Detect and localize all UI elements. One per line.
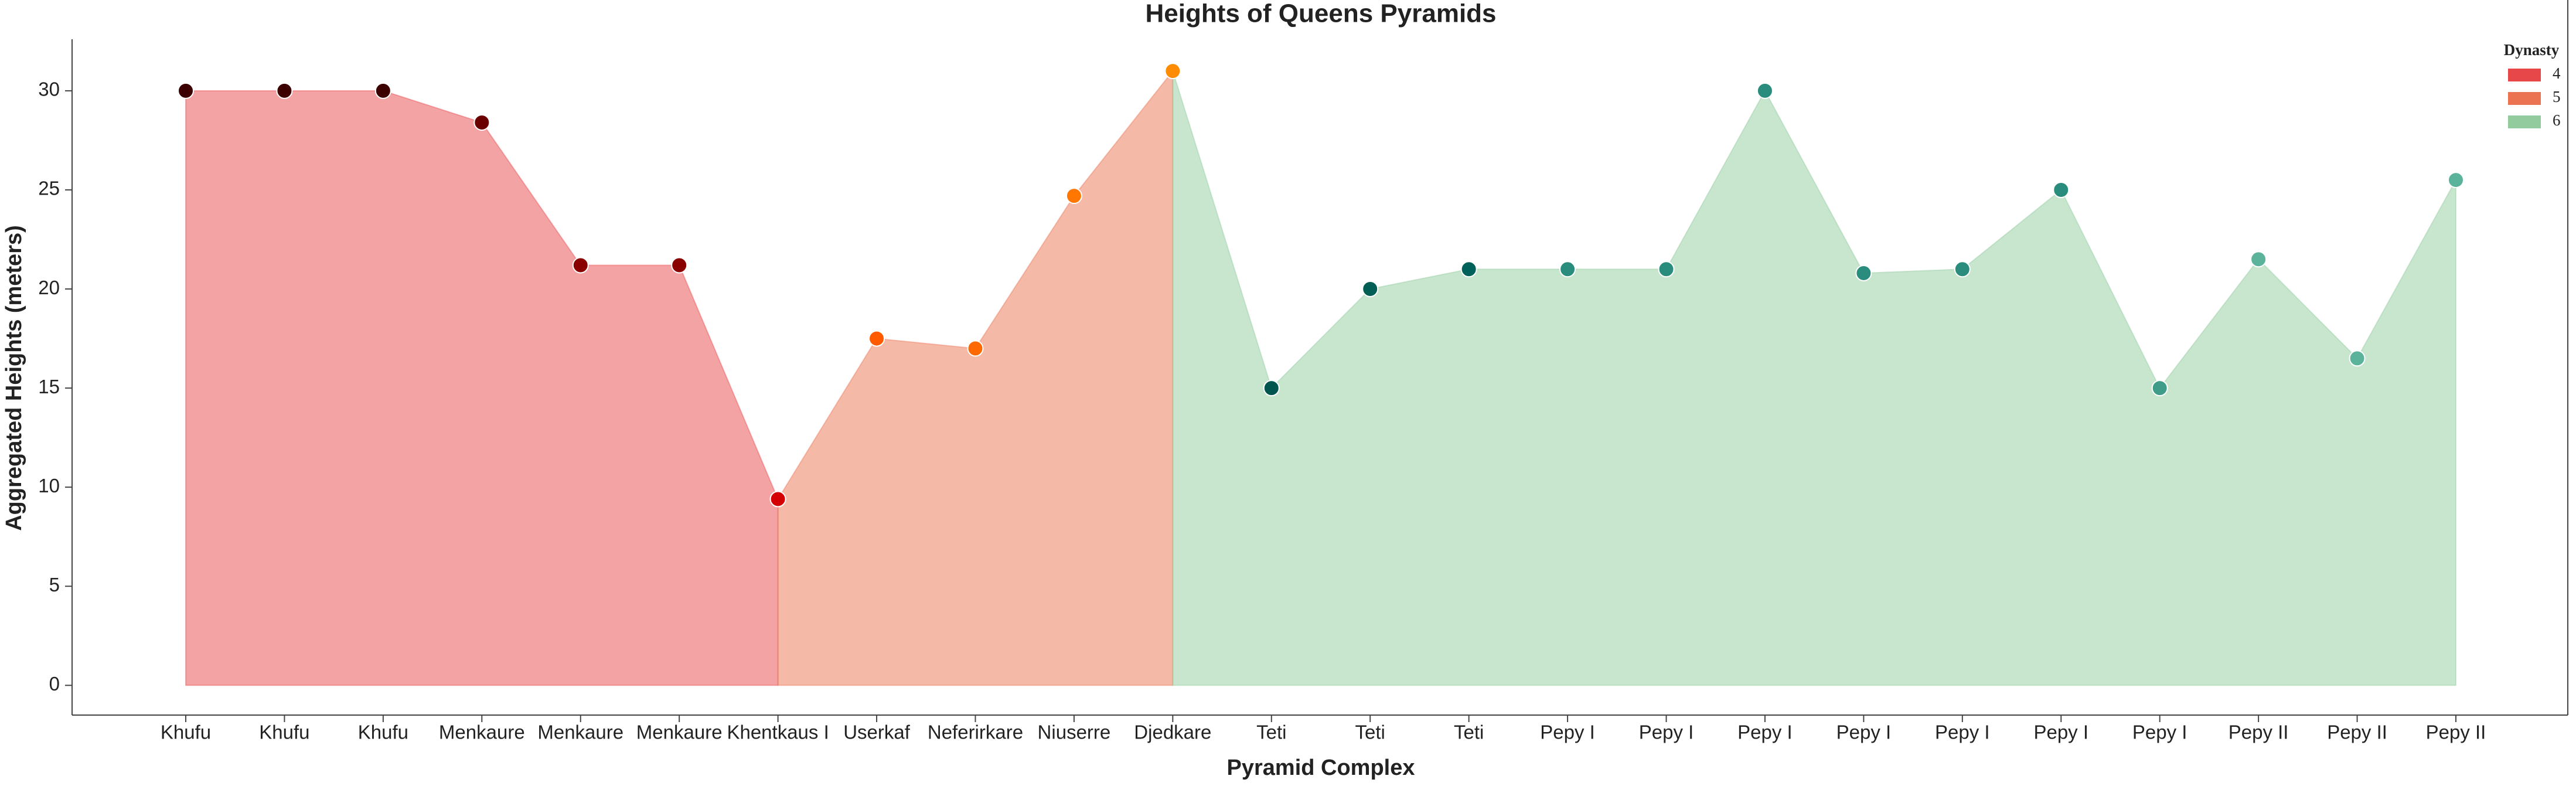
x-tick-label: Khentkaus I xyxy=(727,722,829,743)
y-tick-label: 30 xyxy=(38,79,60,100)
x-tick-label: Menkaure xyxy=(636,722,723,743)
legend-title: Dynasty xyxy=(2504,41,2560,59)
legend-swatch xyxy=(2508,69,2541,81)
data-point xyxy=(1756,82,1773,99)
y-tick-label: 25 xyxy=(38,178,60,199)
x-tick-label: Pepy I xyxy=(1639,722,1694,743)
x-tick-label: Neferirkare xyxy=(928,722,1023,743)
data-point xyxy=(671,257,688,274)
data-point xyxy=(2151,380,2168,397)
data-point xyxy=(1065,188,1082,205)
x-tick-label: Teti xyxy=(1454,722,1484,743)
chart-title: Heights of Queens Pyramids xyxy=(1145,0,1496,28)
data-point xyxy=(1954,261,1971,278)
data-point xyxy=(1855,264,1872,281)
x-tick-label: Pepy I xyxy=(1737,722,1793,743)
y-tick-label: 0 xyxy=(49,673,60,695)
area xyxy=(185,90,779,686)
data-point xyxy=(572,257,589,274)
x-tick-label: Menkaure xyxy=(537,722,623,743)
x-tick-label: Teti xyxy=(1355,722,1385,743)
x-tick-label: Pepy I xyxy=(1836,722,1892,743)
x-tick-label: Djedkare xyxy=(1134,722,1211,743)
x-tick-label: Teti xyxy=(1256,722,1286,743)
x-tick-label: Pepy II xyxy=(2229,722,2289,743)
data-point xyxy=(1559,261,1576,278)
legend-swatch xyxy=(2508,115,2541,128)
data-point xyxy=(769,491,786,508)
data-point xyxy=(2349,350,2366,367)
y-tick-label: 10 xyxy=(38,475,60,496)
x-tick-label: Pepy I xyxy=(1540,722,1595,743)
y-axis-label: Aggregated Heights (meters) xyxy=(2,225,26,531)
y-tick-label: 20 xyxy=(38,277,60,298)
data-point xyxy=(2448,172,2464,189)
x-tick-label: Khufu xyxy=(161,722,211,743)
legend-label: 4 xyxy=(2553,64,2561,82)
data-point xyxy=(473,114,490,131)
legend-label: 5 xyxy=(2553,88,2561,106)
data-point xyxy=(868,330,885,347)
area xyxy=(1172,70,2456,686)
data-point xyxy=(178,82,194,99)
x-tick-label: Pepy II xyxy=(2327,722,2387,743)
data-point xyxy=(2250,251,2267,268)
x-tick-label: Userkaf xyxy=(843,722,911,743)
data-point xyxy=(1362,281,1379,298)
x-tick-label: Pepy I xyxy=(2033,722,2088,743)
x-tick-label: Khufu xyxy=(259,722,309,743)
data-point xyxy=(1460,261,1477,278)
y-tick-label: 5 xyxy=(49,574,60,596)
data-point xyxy=(374,82,391,99)
data-point xyxy=(1658,261,1675,278)
x-tick-label: Pepy I xyxy=(2132,722,2187,743)
area xyxy=(777,69,1174,686)
data-point xyxy=(2053,181,2070,198)
data-point xyxy=(276,82,293,99)
data-point xyxy=(967,340,984,357)
x-tick-label: Khufu xyxy=(358,722,408,743)
x-tick-label: Pepy II xyxy=(2426,722,2486,743)
y-tick-label: 15 xyxy=(38,376,60,397)
legend-swatch xyxy=(2508,92,2541,105)
x-tick-label: Menkaure xyxy=(439,722,525,743)
data-point xyxy=(1263,380,1280,397)
x-tick-label: Niuserre xyxy=(1038,722,1111,743)
legend-label: 6 xyxy=(2553,111,2561,129)
x-axis-label: Pyramid Complex xyxy=(1227,756,1415,780)
x-tick-label: Pepy I xyxy=(1935,722,1990,743)
data-point xyxy=(1164,63,1181,80)
